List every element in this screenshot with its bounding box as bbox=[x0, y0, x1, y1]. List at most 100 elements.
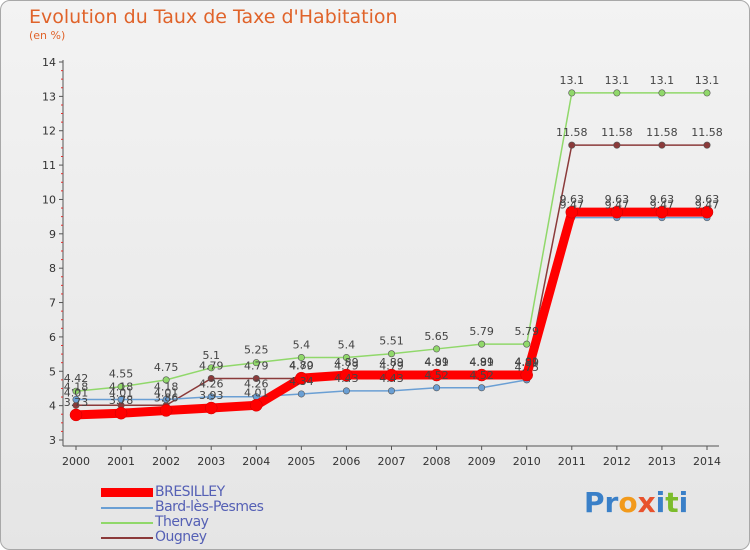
data-point bbox=[72, 395, 80, 403]
data-point bbox=[252, 359, 260, 367]
data-label: 9.63 bbox=[605, 193, 630, 206]
data-point bbox=[613, 141, 621, 149]
data-label: 11.58 bbox=[691, 126, 723, 139]
data-label: 5.79 bbox=[469, 325, 494, 338]
data-label: 4.89 bbox=[469, 356, 494, 369]
data-label: 13.1 bbox=[605, 74, 630, 87]
x-tick-label: 2012 bbox=[603, 455, 631, 468]
y-tick-label: 8 bbox=[49, 262, 56, 275]
data-label: 4.79 bbox=[379, 359, 404, 372]
data-point bbox=[658, 89, 666, 97]
x-tick-label: 2009 bbox=[468, 455, 496, 468]
data-point bbox=[114, 406, 128, 420]
data-point bbox=[72, 387, 80, 395]
y-tick-label: 6 bbox=[49, 331, 56, 344]
data-label: 4.79 bbox=[244, 359, 269, 372]
y-tick-label: 5 bbox=[49, 365, 56, 378]
x-tick-label: 2002 bbox=[152, 455, 180, 468]
x-tick-label: 2001 bbox=[107, 455, 135, 468]
x-tick-label: 2004 bbox=[242, 455, 270, 468]
data-point bbox=[385, 368, 398, 382]
data-label: 9.63 bbox=[695, 193, 720, 206]
data-point bbox=[523, 340, 531, 348]
data-label: 3.73 bbox=[64, 396, 89, 409]
data-label: 5.51 bbox=[379, 335, 404, 348]
data-point bbox=[520, 368, 533, 382]
legend-label: Ougney bbox=[155, 529, 207, 545]
chart-unit-label: (en %) bbox=[29, 29, 66, 42]
data-label: 13.1 bbox=[650, 74, 675, 87]
data-label: 4.75 bbox=[514, 361, 539, 374]
data-point bbox=[297, 354, 305, 362]
y-tick-label: 4 bbox=[49, 400, 56, 413]
data-label: 9.47 bbox=[650, 199, 675, 212]
data-label: 4.89 bbox=[334, 356, 359, 369]
data-point bbox=[342, 387, 350, 395]
y-tick-label: 9 bbox=[49, 228, 56, 241]
data-label: 4.55 bbox=[109, 368, 134, 381]
y-tick-label: 3 bbox=[49, 434, 56, 447]
data-label: 4.79 bbox=[199, 359, 224, 372]
data-point bbox=[342, 354, 350, 362]
data-label: 5.25 bbox=[244, 344, 269, 357]
data-point bbox=[162, 376, 170, 384]
logo-letter: i bbox=[655, 486, 666, 519]
data-point bbox=[340, 368, 353, 382]
data-point bbox=[207, 393, 215, 401]
data-point bbox=[207, 364, 215, 372]
x-tick-label: 2013 bbox=[648, 455, 676, 468]
data-label: 11.58 bbox=[646, 126, 678, 139]
data-point bbox=[117, 395, 125, 403]
data-point bbox=[655, 205, 669, 219]
y-tick-label: 10 bbox=[42, 193, 56, 206]
data-point bbox=[478, 384, 486, 392]
data-label: 3.93 bbox=[199, 389, 224, 402]
data-label: 4.80 bbox=[289, 359, 314, 372]
x-tick-label: 2003 bbox=[197, 455, 225, 468]
x-tick-label: 2006 bbox=[332, 455, 360, 468]
data-point bbox=[207, 374, 215, 382]
legend-swatch bbox=[101, 522, 153, 524]
data-label: 5.79 bbox=[514, 325, 539, 338]
data-point bbox=[162, 395, 170, 403]
data-point bbox=[613, 89, 621, 97]
data-label: 4.42 bbox=[64, 372, 89, 385]
data-point bbox=[433, 384, 441, 392]
data-point bbox=[700, 205, 714, 219]
data-label: 4.79 bbox=[334, 359, 359, 372]
legend-label: Bard-lès-Pesmes bbox=[155, 499, 264, 515]
data-label: 4.01 bbox=[154, 386, 179, 399]
x-tick-label: 2014 bbox=[693, 455, 721, 468]
data-point bbox=[250, 399, 263, 412]
data-label: 4.43 bbox=[334, 372, 359, 385]
y-tick-label: 11 bbox=[42, 159, 56, 172]
legend-label: BRESILLEY bbox=[155, 484, 225, 500]
data-label: 4.26 bbox=[199, 378, 224, 391]
data-label: 13.1 bbox=[695, 74, 720, 87]
x-tick-label: 2007 bbox=[378, 455, 406, 468]
data-label: 4.89 bbox=[379, 356, 404, 369]
logo-letter: P bbox=[584, 486, 605, 519]
x-tick-label: 2011 bbox=[558, 455, 586, 468]
data-label: 4.91 bbox=[469, 355, 494, 368]
data-label: 4.18 bbox=[64, 380, 89, 393]
data-point bbox=[387, 350, 395, 358]
data-point bbox=[658, 141, 666, 149]
legend-label: Thervay bbox=[155, 514, 209, 530]
data-label: 9.47 bbox=[560, 199, 585, 212]
data-point bbox=[252, 374, 260, 382]
data-label: 9.47 bbox=[605, 199, 630, 212]
y-tick-label: 14 bbox=[42, 56, 56, 69]
data-label: 4.52 bbox=[469, 369, 494, 382]
logo-letter: o bbox=[618, 486, 638, 519]
data-label: 11.58 bbox=[601, 126, 633, 139]
data-label: 4.34 bbox=[289, 375, 314, 388]
x-tick-label: 2010 bbox=[513, 455, 541, 468]
data-label: 4.01 bbox=[109, 386, 134, 399]
data-label: 4.01 bbox=[244, 386, 269, 399]
data-point bbox=[297, 390, 305, 398]
chart-title: Evolution du Taux de Taxe d'Habitation bbox=[29, 6, 398, 28]
data-label: 5.4 bbox=[293, 339, 311, 352]
